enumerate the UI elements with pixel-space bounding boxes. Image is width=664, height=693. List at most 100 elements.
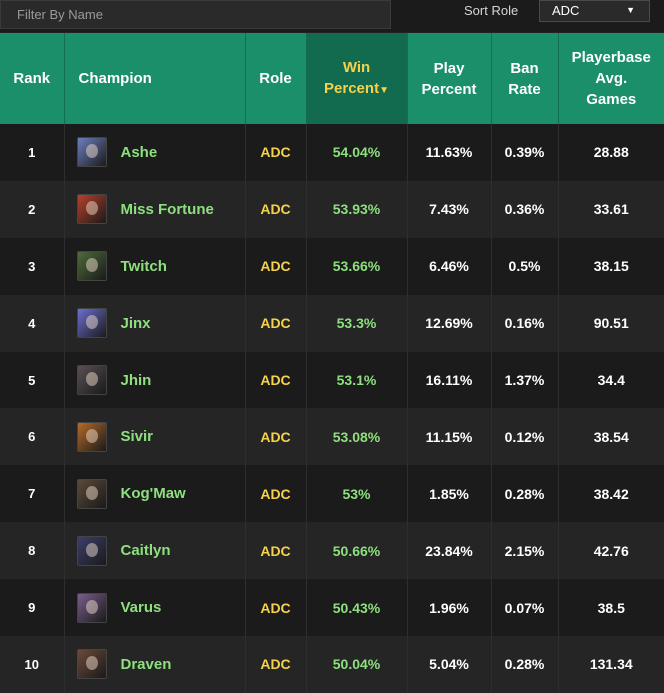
play-header-line1: Play [433, 59, 465, 77]
play-percent-cell: 7.43% [406, 180, 491, 238]
avg-games-cell: 38.42 [557, 465, 664, 523]
champion-cell[interactable]: Jhin [63, 351, 245, 409]
ban-rate-cell: 0.07% [490, 579, 558, 637]
champion-cell[interactable]: Sivir [63, 408, 245, 466]
play-percent-cell: 1.85% [406, 465, 491, 523]
ban-rate-cell: 0.28% [490, 465, 558, 523]
play-percent-cell: 1.96% [406, 579, 491, 637]
sort-role-selected: ADC [552, 3, 580, 18]
champion-name[interactable]: Kog'Maw [120, 485, 186, 503]
avg-games-cell: 90.51 [557, 294, 664, 352]
champion-name[interactable]: Jinx [120, 314, 151, 332]
ban-header-line2: Rate [508, 80, 541, 98]
rank-cell: 1 [28, 144, 36, 160]
rank-cell: 4 [28, 315, 36, 331]
win-percent-cell: 50.04% [305, 636, 407, 693]
champion-name[interactable]: Jhin [120, 371, 152, 389]
role-cell: ADC [244, 636, 306, 693]
avg-games-cell: 28.88 [557, 124, 664, 181]
champion-cell[interactable]: Ashe [63, 124, 245, 181]
win-percent-cell: 50.66% [305, 522, 407, 580]
ban-header-line1: Ban [510, 59, 539, 77]
table-row[interactable]: 10 Draven ADC 50.04% 5.04% 0.28% 131.34 [0, 636, 664, 693]
champion-name[interactable]: Caitlyn [120, 542, 171, 560]
ban-rate-cell: 0.16% [490, 294, 558, 352]
champion-name[interactable]: Draven [120, 655, 172, 673]
champion-cell[interactable]: Draven [63, 636, 245, 693]
rank-cell: 3 [28, 258, 36, 274]
win-percent-cell: 53% [305, 465, 407, 523]
champion-cell[interactable]: Caitlyn [63, 522, 245, 580]
pb-header-line1: Playerbase [571, 49, 651, 66]
rank-cell: 8 [28, 543, 36, 559]
table-row[interactable]: 5 Jhin ADC 53.1% 16.11% 1.37% 34.4 [0, 351, 664, 409]
role-cell: ADC [244, 237, 306, 295]
champion-cell[interactable]: Jinx [63, 294, 245, 352]
table-row[interactable]: 4 Jinx ADC 53.3% 12.69% 0.16% 90.51 [0, 294, 664, 352]
ban-rate-cell: 0.28% [490, 636, 558, 693]
play-header-line2: Percent [421, 80, 477, 98]
column-header-win-percent[interactable]: Win Percent▼ [305, 33, 407, 124]
ban-rate-cell: 0.39% [490, 124, 558, 181]
champion-cell[interactable]: Varus [63, 579, 245, 637]
champion-cell[interactable]: Twitch [63, 237, 245, 295]
twitch-portrait-icon [76, 251, 107, 282]
sivir-portrait-icon [76, 421, 107, 452]
win-percent-cell: 54.04% [305, 124, 407, 181]
play-percent-cell: 5.04% [406, 636, 491, 693]
column-header-playerbase-avg-games[interactable]: Playerbase Avg. Games [557, 33, 664, 124]
table-row[interactable]: 9 Varus ADC 50.43% 1.96% 0.07% 38.5 [0, 579, 664, 637]
play-percent-cell: 11.15% [406, 408, 491, 466]
role-cell: ADC [244, 522, 306, 580]
ban-rate-cell: 0.12% [490, 408, 558, 466]
table-body: 1 Ashe ADC 54.04% 11.63% 0.39% 28.88 2 M… [0, 124, 664, 693]
champion-cell[interactable]: Miss Fortune [63, 180, 245, 238]
win-percent-cell: 53.08% [305, 408, 407, 466]
table-row[interactable]: 8 Caitlyn ADC 50.66% 23.84% 2.15% 42.76 [0, 522, 664, 580]
column-header-rank[interactable]: Rank [0, 33, 64, 124]
table-header: Rank Champion Role Win Percent▼ Play Per… [0, 33, 664, 124]
ban-rate-cell: 0.36% [490, 180, 558, 238]
column-header-role[interactable]: Role [244, 33, 306, 124]
role-cell: ADC [244, 408, 306, 466]
column-header-champion[interactable]: Champion [63, 33, 245, 124]
table-row[interactable]: 1 Ashe ADC 54.04% 11.63% 0.39% 28.88 [0, 124, 664, 181]
rank-cell: 9 [28, 600, 36, 616]
filter-by-name-input[interactable]: Filter By Name [0, 0, 391, 29]
toolbar: Filter By Name Sort Role ADC ▼ [0, 0, 664, 32]
table-row[interactable]: 7 Kog'Maw ADC 53% 1.85% 0.28% 38.42 [0, 465, 664, 523]
champion-name[interactable]: Ashe [120, 143, 158, 161]
sort-descending-icon: ▼ [379, 84, 389, 96]
win-percent-cell: 53.3% [305, 294, 407, 352]
champion-name[interactable]: Miss Fortune [120, 200, 214, 218]
champion-name[interactable]: Twitch [120, 257, 167, 275]
role-cell: ADC [244, 351, 306, 409]
table-row[interactable]: 3 Twitch ADC 53.66% 6.46% 0.5% 38.15 [0, 237, 664, 295]
jhin-portrait-icon [76, 365, 107, 395]
role-cell: ADC [244, 465, 306, 523]
column-header-ban-rate[interactable]: Ban Rate [490, 33, 558, 124]
avg-games-cell: 33.61 [557, 180, 664, 238]
avg-games-cell: 131.34 [557, 636, 664, 693]
table-row[interactable]: 6 Sivir ADC 53.08% 11.15% 0.12% 38.54 [0, 408, 664, 466]
sort-role-dropdown[interactable]: ADC ▼ [539, 0, 650, 22]
column-header-play-percent[interactable]: Play Percent [406, 33, 491, 124]
win-header-line1: Win [342, 58, 371, 76]
champion-name[interactable]: Sivir [120, 428, 154, 446]
table-row[interactable]: 2 Miss Fortune ADC 53.93% 7.43% 0.36% 33… [0, 180, 664, 238]
role-cell: ADC [244, 124, 306, 181]
play-percent-cell: 23.84% [406, 522, 491, 580]
rank-cell: 6 [28, 429, 36, 445]
play-percent-cell: 6.46% [406, 237, 491, 295]
kogmaw-portrait-icon [76, 478, 107, 509]
role-cell: ADC [244, 294, 306, 352]
ashe-portrait-icon [76, 137, 107, 168]
champion-name[interactable]: Varus [120, 599, 162, 617]
rank-cell: 5 [28, 372, 36, 388]
play-percent-cell: 11.63% [406, 124, 491, 181]
avg-games-cell: 38.5 [557, 579, 664, 637]
win-percent-cell: 53.93% [305, 180, 407, 238]
champion-header-label: Champion [78, 70, 152, 87]
champion-cell[interactable]: Kog'Maw [63, 465, 245, 523]
jinx-portrait-icon [76, 308, 107, 339]
